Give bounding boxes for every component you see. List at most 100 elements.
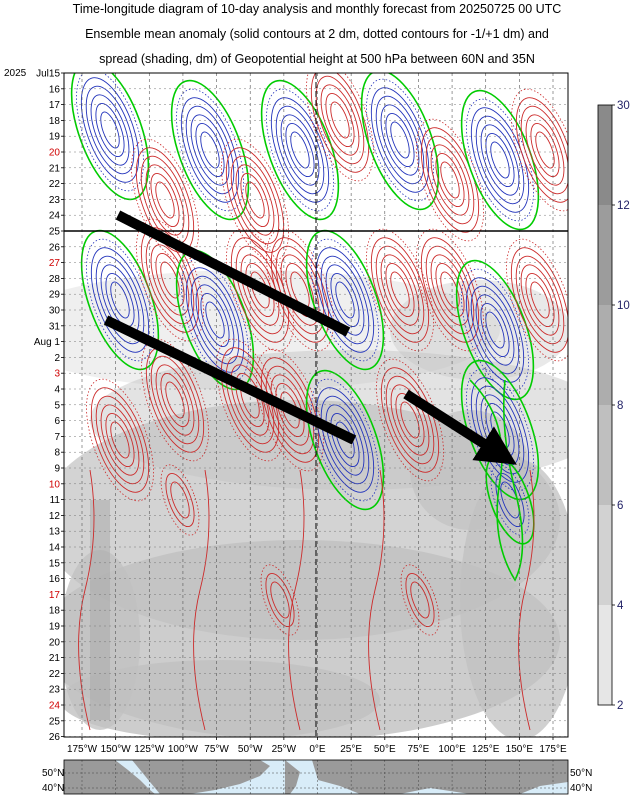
negative-anomaly-contour xyxy=(185,105,235,195)
y-tick-label: 24 xyxy=(49,211,61,222)
y-tick-label: 31 xyxy=(49,321,61,332)
negative-anomaly-contour xyxy=(205,301,225,339)
colorbar-segment xyxy=(598,405,612,505)
dotted-anomaly-contour xyxy=(506,238,568,362)
y-tick-label: 19 xyxy=(49,622,61,633)
negative-anomaly-contour xyxy=(325,404,365,476)
y-tick-label: 13 xyxy=(49,527,61,538)
negative-anomaly-contour xyxy=(280,114,320,186)
y-tick-label: 6 xyxy=(54,416,60,427)
negative-anomaly-contour xyxy=(190,114,230,186)
colorbar-tick-label: 30 xyxy=(617,100,630,112)
y-tick-label: 11 xyxy=(50,495,61,506)
y-tick-label: 8 xyxy=(54,448,60,459)
y-tick-label: 5 xyxy=(54,400,60,411)
dotted-anomaly-contour xyxy=(256,348,324,472)
positive-anomaly-contour xyxy=(518,469,535,731)
positive-anomaly-contour xyxy=(535,131,555,169)
spread-shade-region xyxy=(64,270,500,390)
x-tick-label: 100°E xyxy=(438,744,466,755)
negative-anomaly-contour xyxy=(185,267,245,373)
negative-anomaly-contour xyxy=(285,122,315,178)
negative-anomaly-contour xyxy=(190,275,240,365)
negative-anomaly-contour xyxy=(195,122,225,178)
negative-anomaly-contour xyxy=(335,281,355,319)
y-tick-label: 21 xyxy=(49,163,61,174)
positive-anomaly-contour xyxy=(315,75,365,165)
positive-anomaly-contour xyxy=(170,481,190,519)
x-axis-longitude-labels: 175°W 150°W 125°W 100°W 75°W 50°W 25°W 0°E 25°E 5… xyxy=(67,737,567,755)
colorbar-segment xyxy=(598,305,612,405)
x-tick-label: 75°W xyxy=(204,744,229,755)
negative-anomaly-contour xyxy=(90,247,150,353)
positive-anomaly-contour xyxy=(100,404,140,476)
map-land-mass xyxy=(285,760,300,794)
propagation-arrow xyxy=(115,210,351,337)
zero-contour xyxy=(170,79,250,221)
y-tick-label: 26 xyxy=(49,242,61,253)
negative-anomaly-contour xyxy=(270,97,330,203)
y-tick-label: 20 xyxy=(49,637,61,648)
negative-anomaly-contour xyxy=(485,132,515,188)
negative-anomaly-contour xyxy=(320,255,370,345)
positive-anomaly-contour xyxy=(110,421,130,459)
y-tick-label: 26 xyxy=(49,732,61,743)
positive-anomaly-contour xyxy=(330,101,350,139)
dotted-anomaly-contour xyxy=(400,564,440,636)
y-tick-label: 4 xyxy=(54,385,60,396)
chart-title-line-2: Ensemble mean anomaly (solid contours at… xyxy=(85,27,549,41)
x-tick-label: 175°E xyxy=(539,744,567,755)
propagation-arrow xyxy=(403,389,517,465)
x-tick-label: 125°W xyxy=(134,744,165,755)
x-tick-label: 150°W xyxy=(101,744,132,755)
y-tick-label: 23 xyxy=(49,195,61,206)
negative-anomaly-contour xyxy=(475,294,515,366)
y-tick-label: 16 xyxy=(49,574,61,585)
spread-shade-region xyxy=(460,460,568,737)
y-tick-label: 22 xyxy=(49,669,61,680)
positive-anomaly-contour xyxy=(530,122,560,178)
positive-anomaly-contour xyxy=(220,347,280,453)
negative-anomaly-contour xyxy=(485,311,505,349)
y-tick-label: 28 xyxy=(49,274,61,285)
negative-anomaly-contour xyxy=(330,272,360,328)
positive-anomaly-contour xyxy=(430,144,470,216)
dotted-anomaly-contour xyxy=(416,118,484,242)
negative-anomaly-contour xyxy=(180,97,240,203)
negative-anomaly-contour xyxy=(380,104,420,176)
dotted-anomaly-contour xyxy=(216,338,284,462)
negative-anomaly-contour xyxy=(95,255,145,345)
colorbar-segment xyxy=(598,105,612,205)
y-axis-date-labels: 2025 Jul151617181920212223242526272829303… xyxy=(4,68,64,743)
x-tick-label: 125°E xyxy=(472,744,500,755)
map-frame xyxy=(63,759,569,795)
positive-anomaly-contour xyxy=(525,114,565,186)
latitude-band-map: 50°N 50°N 40°N 40°N xyxy=(42,759,592,795)
positive-anomaly-contour xyxy=(155,364,195,436)
negative-anomaly-contour xyxy=(370,87,430,193)
y-tick-label: 20 xyxy=(49,148,61,159)
positive-anomaly-contour xyxy=(370,237,430,343)
y-tick-label: 9 xyxy=(54,464,60,475)
positive-anomaly-contour xyxy=(78,469,95,731)
y-tick-label: 29 xyxy=(49,290,61,301)
positive-anomaly-contour xyxy=(165,472,195,528)
positive-anomaly-contour xyxy=(145,164,185,236)
y-tick-label: 15 xyxy=(49,558,61,569)
positive-anomaly-contour xyxy=(325,92,355,148)
negative-anomaly-contour xyxy=(490,141,510,179)
dotted-anomaly-contour xyxy=(141,338,209,462)
dotted-anomaly-contour xyxy=(86,238,154,362)
positive-anomaly-contour xyxy=(225,147,285,253)
positive-anomaly-contour xyxy=(390,271,410,309)
positive-anomaly-contour xyxy=(520,264,560,336)
positive-anomaly-contour xyxy=(265,365,315,455)
dotted-anomaly-contour xyxy=(160,464,200,536)
zero-contour xyxy=(260,79,340,221)
y-tick-label: 17 xyxy=(49,100,61,111)
x-tick-label: 0°E xyxy=(309,744,326,755)
positive-anomaly-contour xyxy=(90,387,150,493)
positive-anomaly-contour xyxy=(150,355,200,445)
positive-anomaly-contour xyxy=(270,581,290,619)
